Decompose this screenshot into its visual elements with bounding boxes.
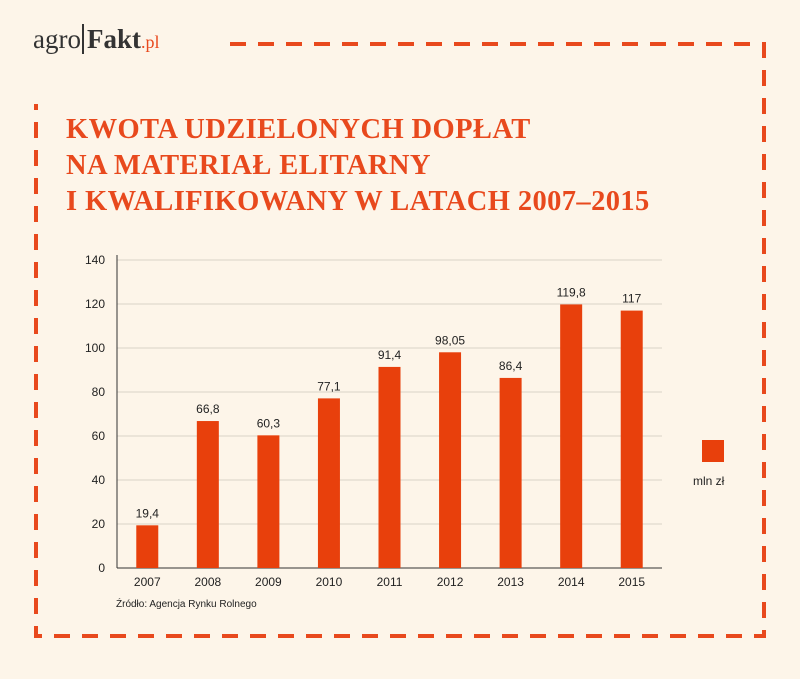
x-tick-label: 2010 (316, 575, 343, 589)
data-label: 60,3 (257, 416, 281, 430)
y-tick-label: 100 (85, 341, 105, 355)
data-label: 117 (622, 292, 641, 306)
data-label: 91,4 (378, 348, 402, 362)
bar (499, 377, 522, 568)
title-line-1: KWOTA UDZIELONYCH DOPŁAT (66, 114, 531, 145)
bar (560, 304, 583, 568)
bar (196, 421, 219, 568)
x-tick-label: 2012 (437, 575, 464, 589)
x-tick-label: 2008 (194, 575, 221, 589)
data-label: 98,05 (435, 333, 465, 347)
x-tick-label: 2009 (255, 575, 282, 589)
agrofakt-logo[interactable]: agro Fakt.pl (33, 24, 160, 54)
logo-fakt: Fakt (81, 24, 141, 54)
bar (439, 352, 462, 568)
y-tick-label: 20 (92, 517, 106, 531)
x-tick-label: 2015 (618, 575, 645, 589)
x-tick-label: 2007 (134, 575, 161, 589)
bar (317, 398, 340, 568)
y-tick-label: 40 (92, 473, 106, 487)
bar (620, 310, 643, 568)
data-label: 77,1 (317, 379, 341, 393)
y-tick-label: 140 (85, 253, 105, 267)
y-tick-label: 120 (85, 297, 105, 311)
data-label: 86,4 (499, 359, 523, 373)
x-tick-label: 2014 (558, 575, 585, 589)
logo-agro: agro (33, 24, 81, 54)
chart-title: KWOTA UDZIELONYCH DOPŁAT NA MATERIAŁ ELI… (66, 112, 650, 220)
data-label: 66,8 (196, 402, 220, 416)
y-tick-label: 80 (92, 385, 106, 399)
bar (257, 435, 280, 568)
x-tick-label: 2013 (497, 575, 524, 589)
legend-label: mln zł (693, 474, 725, 488)
data-label: 119,8 (557, 285, 586, 299)
source-note: Źródło: Agencja Rynku Rolnego (116, 599, 257, 610)
y-tick-label: 0 (98, 561, 105, 575)
legend-swatch (702, 440, 724, 462)
y-tick-label: 60 (92, 429, 106, 443)
bar (136, 525, 159, 568)
title-line-3: I KWALIFIKOWANY W LATACH 2007–2015 (66, 186, 650, 217)
title-line-2: NA MATERIAŁ ELITARNY (66, 150, 431, 181)
x-tick-label: 2011 (377, 575, 403, 589)
bar (378, 366, 401, 568)
logo-pl: .pl (140, 32, 160, 52)
data-label: 19,4 (136, 506, 160, 520)
